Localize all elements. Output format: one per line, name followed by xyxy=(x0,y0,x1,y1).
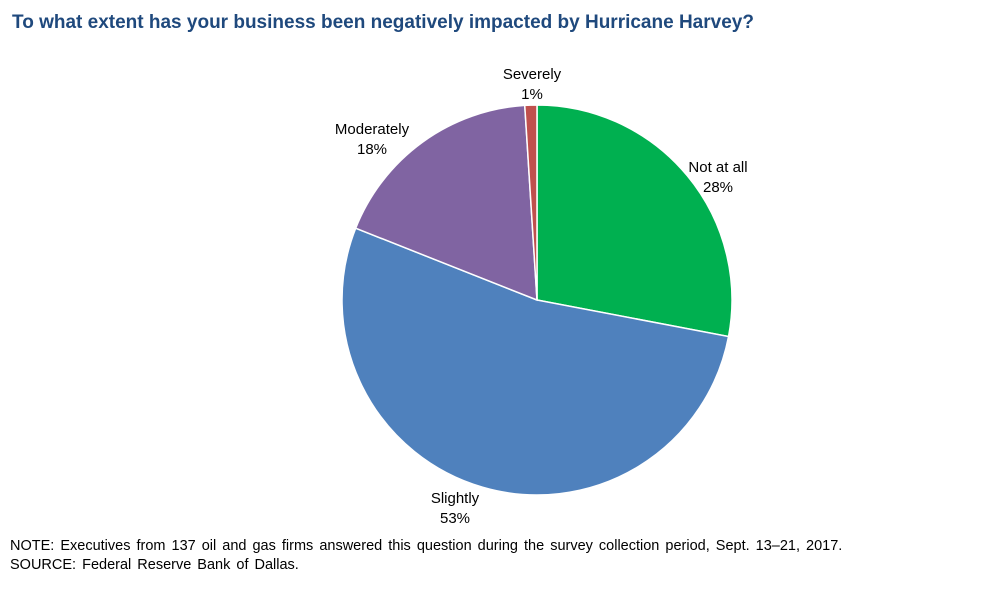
slice-value-not-at-all: 28% xyxy=(703,179,733,196)
slice-value-severely: 1% xyxy=(521,86,543,103)
pie-slice-severely xyxy=(523,104,538,301)
pie-slice-moderately xyxy=(354,104,538,302)
slice-label-slightly: Slightly xyxy=(431,490,480,507)
chart-notes: NOTE: Executives from 137 oil and gas fi… xyxy=(10,537,842,575)
slice-value-slightly: 53% xyxy=(440,510,470,527)
slice-value-moderately: 18% xyxy=(357,141,387,158)
slice-label-severely: Severely xyxy=(503,66,562,83)
slice-label-moderately: Moderately xyxy=(335,121,410,138)
pie-slice-slightly xyxy=(341,227,730,496)
note-text: NOTE: Executives from 137 oil and gas fi… xyxy=(10,538,843,554)
pie-slice-not-at-all xyxy=(536,104,733,338)
slice-label-not-at-all: Not at all xyxy=(688,159,747,176)
source-text: SOURCE: Federal Reserve Bank of Dallas. xyxy=(10,557,299,573)
chart-title: To what extent has your business been ne… xyxy=(12,12,754,33)
